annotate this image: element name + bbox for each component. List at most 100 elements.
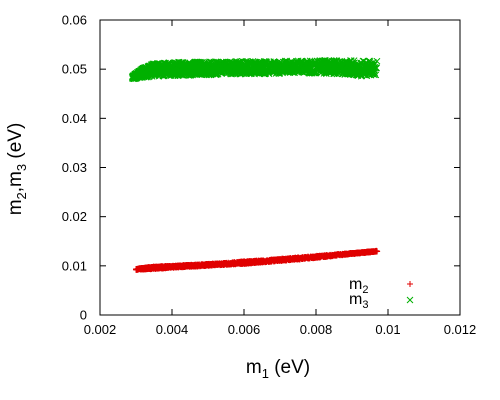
point-m3 xyxy=(310,62,318,69)
point-m2 xyxy=(353,249,360,256)
point-m3 xyxy=(244,66,252,74)
point-m2 xyxy=(182,263,189,270)
point-m2 xyxy=(308,254,315,261)
point-m3 xyxy=(348,60,356,68)
point-m3 xyxy=(209,67,217,74)
point-m3 xyxy=(152,65,160,73)
point-m3 xyxy=(198,65,205,73)
point-m3 xyxy=(198,59,205,67)
point-m3 xyxy=(187,69,195,76)
point-m3 xyxy=(230,70,237,78)
point-m2 xyxy=(245,259,252,266)
point-m3 xyxy=(360,63,368,71)
point-m2 xyxy=(305,255,312,262)
point-m2 xyxy=(185,262,192,269)
point-m2 xyxy=(228,261,235,268)
x-tick-label: 0.01 xyxy=(375,322,400,337)
point-m2 xyxy=(333,252,340,259)
point-m2 xyxy=(339,252,346,259)
y-tick-label: 0.03 xyxy=(62,160,87,175)
point-m3 xyxy=(236,63,243,71)
point-m3 xyxy=(152,67,160,74)
point-m2 xyxy=(201,262,208,269)
point-m2 xyxy=(365,248,372,255)
point-m2 xyxy=(215,260,222,267)
legend-label-m3: m3 xyxy=(349,291,368,311)
point-m2 xyxy=(170,262,177,269)
point-m2 xyxy=(286,255,293,262)
data-points xyxy=(129,57,381,273)
point-m2 xyxy=(373,248,380,255)
point-m3 xyxy=(251,63,258,71)
point-m3 xyxy=(292,57,300,65)
point-m2 xyxy=(190,262,197,269)
legend-marker-glyph-m2 xyxy=(407,281,413,287)
series-m3-points xyxy=(129,57,381,83)
point-m3 xyxy=(228,60,236,68)
point-m3 xyxy=(141,69,149,76)
point-m2 xyxy=(302,254,309,261)
point-m2 xyxy=(141,265,148,272)
legend-label-m2: m2 xyxy=(349,276,368,296)
point-m3 xyxy=(340,65,348,72)
point-m3 xyxy=(160,59,168,67)
y-axis-label: m2,m3 (eV) xyxy=(5,123,29,216)
point-m3 xyxy=(294,59,301,67)
point-m3 xyxy=(222,64,230,71)
point-m3 xyxy=(302,62,309,69)
point-m2 xyxy=(166,263,173,270)
legend-marker-glyph-m3 xyxy=(406,296,414,304)
point-m2 xyxy=(175,263,182,270)
point-m2 xyxy=(254,258,261,265)
point-m2 xyxy=(231,259,238,266)
point-m2 xyxy=(238,259,245,266)
point-m2 xyxy=(209,262,216,269)
point-m3 xyxy=(360,57,368,65)
x-tick-label: 0.006 xyxy=(228,322,261,337)
point-m3 xyxy=(169,66,177,74)
point-m3 xyxy=(343,59,350,66)
point-m3 xyxy=(331,67,339,74)
point-m2 xyxy=(292,254,299,261)
legend-marker-m3 xyxy=(406,296,414,304)
point-m3 xyxy=(303,57,310,65)
point-m3 xyxy=(177,71,185,79)
point-m3 xyxy=(347,66,354,74)
point-m3 xyxy=(232,65,240,72)
x-tick-label: 0.008 xyxy=(300,322,333,337)
point-m2 xyxy=(222,260,229,267)
point-m3 xyxy=(163,67,171,74)
point-m3 xyxy=(204,68,212,76)
point-m3 xyxy=(151,62,158,69)
point-m3 xyxy=(196,71,204,78)
point-m3 xyxy=(262,70,270,77)
point-m2 xyxy=(240,260,247,267)
y-tick-label: 0.01 xyxy=(62,258,87,273)
point-m3 xyxy=(289,66,297,73)
point-m3 xyxy=(292,65,299,73)
point-m3 xyxy=(225,69,233,76)
point-m2 xyxy=(283,257,290,264)
point-m3 xyxy=(139,64,147,72)
point-m2 xyxy=(210,261,217,268)
y-tick-label: 0.02 xyxy=(62,209,87,224)
point-m2 xyxy=(362,249,369,256)
point-m2 xyxy=(347,250,354,257)
point-m3 xyxy=(354,64,362,72)
point-m3 xyxy=(265,60,273,68)
point-m3 xyxy=(191,58,198,66)
point-m3 xyxy=(146,70,153,78)
point-m3 xyxy=(364,65,372,73)
point-m2 xyxy=(276,257,283,264)
point-m3 xyxy=(269,68,277,76)
point-m3 xyxy=(130,75,138,83)
point-m3 xyxy=(217,64,225,72)
point-m3 xyxy=(366,66,374,73)
point-m2 xyxy=(346,250,353,257)
point-m3 xyxy=(145,63,153,70)
point-m3 xyxy=(137,70,145,78)
point-m2 xyxy=(253,259,260,266)
point-m3 xyxy=(319,57,327,65)
point-m3 xyxy=(223,64,231,72)
